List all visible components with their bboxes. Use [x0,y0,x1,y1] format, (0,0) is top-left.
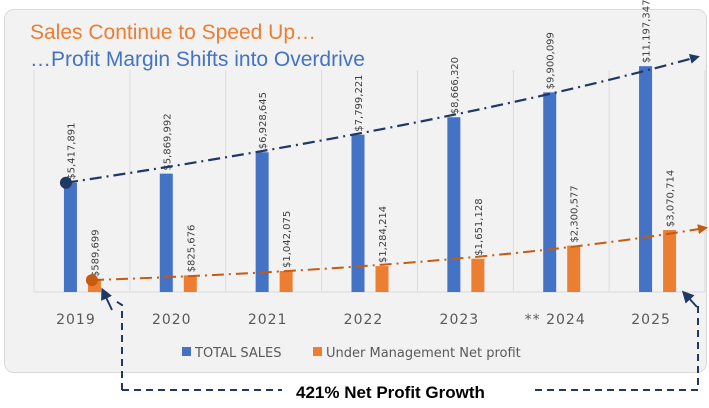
annotation-bracket-left [113,299,123,390]
annotation-arrow-right [681,290,698,308]
bar-total-sales [63,182,77,292]
annotation-arrow-left [101,287,113,311]
data-label-net-profit: $2,300,577 [570,185,581,242]
data-label-total-sales: $5,869,992 [162,113,173,170]
data-label-net-profit: $3,070,714 [666,170,677,227]
bar-total-sales [351,134,365,292]
trendline-start-dot-profit [85,274,98,287]
data-label-net-profit: $1,651,128 [474,198,485,255]
data-label-net-profit: $1,284,214 [378,206,389,263]
data-label-net-profit: $825,676 [186,225,197,273]
chart-subtitle: …Profit Margin Shifts into Overdrive [30,48,365,71]
x-tick-label: 2021 [248,312,288,328]
x-tick-label: 2019 [56,312,96,328]
trendline-total-sales [65,54,700,184]
annotation-text: 421% Net Profit Growth [296,383,485,402]
trendline-start-dot-sales [59,176,72,189]
x-tick-label: 2020 [152,312,192,328]
x-tick-label: ** 2024 [525,312,586,328]
bar-total-sales [447,117,461,292]
data-label-total-sales: $9,900,099 [546,32,557,89]
bar-total-sales [543,92,557,292]
trendline-net-profit [91,224,708,282]
bar-net-profit [183,275,197,292]
data-label-total-sales: $11,197,347 [642,0,653,63]
x-tick-label: 2023 [440,312,480,328]
x-tick-label: 2022 [344,312,384,328]
bar-total-sales [639,66,653,293]
data-label-total-sales: $5,417,891 [66,122,77,179]
bar-net-profit [567,245,581,292]
bar-net-profit [279,270,293,292]
bar-net-profit [375,266,389,292]
chart-title: Sales Continue to Speed Up… [30,21,317,44]
legend-label-total-sales: TOTAL SALES [194,346,281,361]
data-label-net-profit: $1,042,075 [282,211,293,268]
legend-swatch-net-profit [313,347,322,356]
data-label-net-profit: $589,699 [90,229,101,277]
data-label-total-sales: $8,666,320 [450,57,461,114]
legend-label-net-profit: Under Management Net profit [326,346,521,361]
data-label-total-sales: $7,799,221 [354,74,365,131]
bar-net-profit [87,280,101,292]
x-tick-label: 2025 [631,312,671,328]
bar-total-sales [255,152,269,292]
annotation-line-right [535,305,699,391]
legend-swatch-total-sales [182,347,191,356]
bar-net-profit [663,230,677,292]
bar-net-profit [471,258,485,292]
bar-total-sales [159,173,173,292]
data-label-total-sales: $6,928,645 [258,92,269,149]
